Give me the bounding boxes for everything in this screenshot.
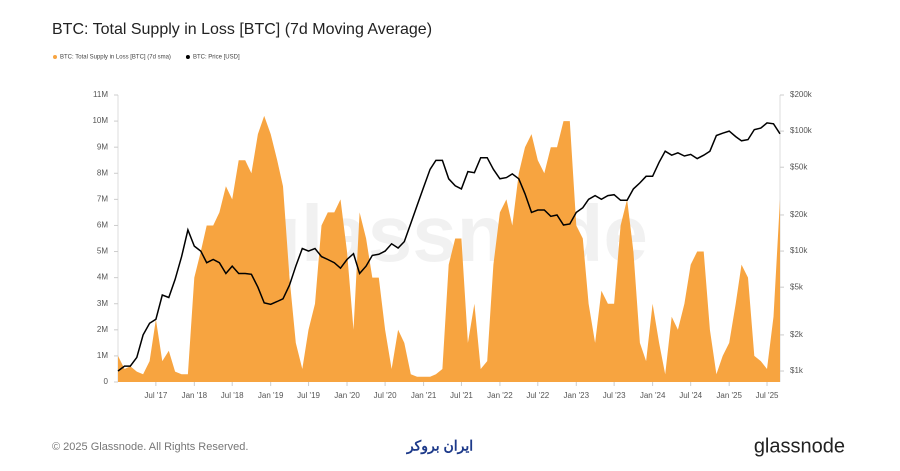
x-tick-label: Jan '25	[716, 391, 742, 400]
legend-label: BTC: Total Supply in Loss [BTC] (7d sma)	[60, 55, 171, 61]
x-tick-label: Jul '19	[297, 391, 320, 400]
x-tick-label: Jul '25	[756, 391, 779, 400]
y2-tick-label: $10k	[790, 246, 808, 255]
partner-logo: ایران بروکر	[406, 438, 473, 455]
x-tick-label: Jan '18	[182, 391, 208, 400]
legend-swatch	[185, 55, 190, 59]
x-tick-label: Jul '20	[374, 391, 397, 400]
x-tick-label: Jul '24	[679, 391, 702, 400]
x-tick-label: Jan '19	[258, 391, 284, 400]
y2-tick-label: $100k	[790, 126, 813, 135]
y-tick-label: 4M	[97, 273, 108, 282]
y-tick-label: 1M	[97, 351, 108, 360]
legend-swatch	[53, 55, 57, 59]
y2-tick-label: $200k	[790, 90, 813, 99]
x-tick-label: Jan '20	[334, 391, 360, 400]
x-tick-label: Jul '22	[526, 391, 549, 400]
legend-label: BTC: Price [USD]	[193, 55, 240, 61]
x-tick-label: Jan '21	[411, 391, 437, 400]
x-tick-label: Jul '17	[144, 391, 167, 400]
y2-tick-label: $5k	[790, 282, 804, 291]
y2-tick-label: $1k	[790, 366, 804, 375]
y-tick-label: 3M	[97, 299, 108, 308]
x-tick-label: Jul '23	[603, 391, 626, 400]
x-tick-label: Jan '22	[487, 391, 513, 400]
price-line	[117, 122, 781, 372]
y-tick-label: 9M	[97, 142, 108, 151]
y-tick-label: 5M	[97, 247, 108, 256]
y2-tick-label: $2k	[790, 330, 804, 339]
chart-title: BTC: Total Supply in Loss [BTC] (7d Movi…	[52, 21, 432, 38]
y2-tick-label: $50k	[790, 162, 808, 171]
y2-tick-label: $20k	[790, 210, 808, 219]
brand-logo: glassnode	[754, 435, 845, 457]
y-tick-label: 10M	[92, 116, 108, 125]
y-tick-label: 7M	[97, 194, 108, 203]
y-tick-label: 6M	[97, 221, 108, 230]
x-tick-label: Jul '18	[221, 391, 244, 400]
x-tick-label: Jul '21	[450, 391, 473, 400]
copyright: © 2025 Glassnode. All Rights Reserved.	[52, 441, 248, 453]
y-tick-label: 0	[104, 377, 109, 386]
supply-area	[118, 115, 780, 383]
y-tick-label: 8M	[97, 168, 108, 177]
y-tick-label: 11M	[93, 90, 108, 99]
y-tick-label: 2M	[97, 325, 108, 334]
x-tick-label: Jan '24	[640, 391, 666, 400]
x-tick-label: Jan '23	[564, 391, 590, 400]
